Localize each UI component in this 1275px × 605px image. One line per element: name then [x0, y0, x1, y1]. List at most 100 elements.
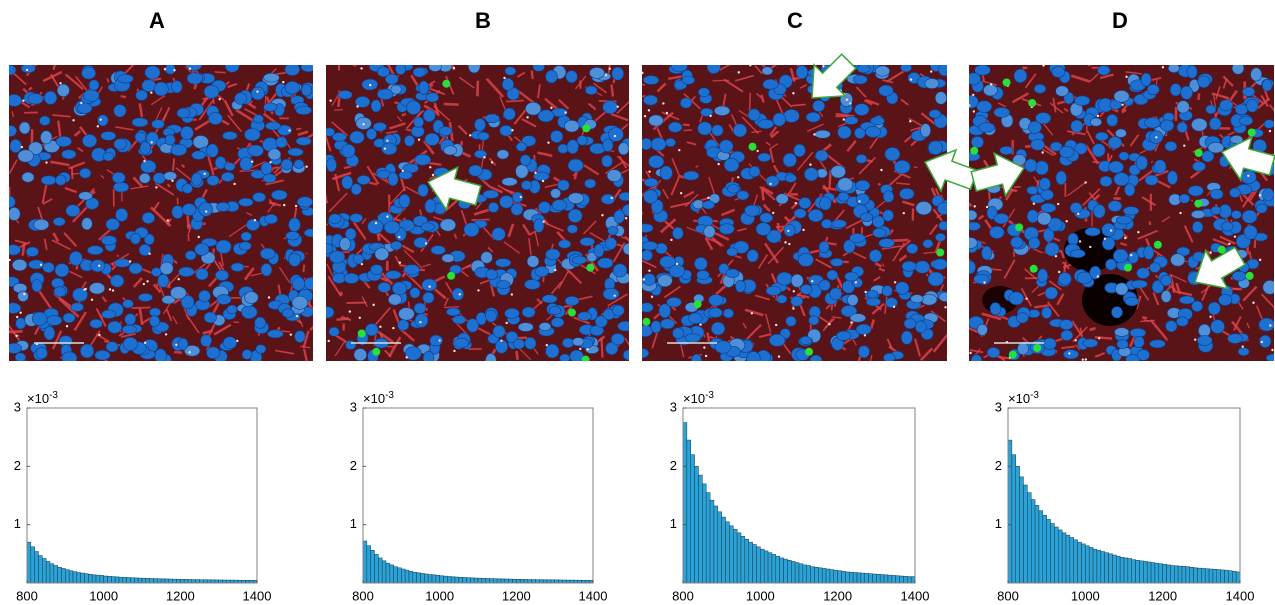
nucleus — [894, 159, 911, 174]
membrane — [70, 166, 74, 180]
speck — [519, 195, 523, 199]
speck — [610, 196, 613, 200]
micrograph — [642, 65, 947, 361]
membrane — [487, 246, 494, 253]
nucleus — [1198, 323, 1211, 338]
membrane — [607, 293, 628, 307]
nucleus — [885, 297, 898, 308]
bar — [1235, 571, 1241, 584]
nucleus — [88, 79, 100, 91]
nucleus — [178, 266, 195, 277]
nucleus — [285, 231, 300, 241]
membrane — [138, 308, 144, 326]
nucleus — [1107, 136, 1122, 150]
membrane — [997, 102, 1007, 108]
nucleus — [422, 351, 435, 361]
nucleus — [1231, 270, 1247, 282]
bar — [68, 570, 74, 584]
membrane — [891, 238, 909, 243]
membrane — [908, 117, 923, 127]
membrane — [161, 106, 171, 124]
gfp-cell — [586, 263, 595, 272]
nucleus — [1165, 320, 1178, 333]
bar — [1046, 519, 1051, 584]
nucleus — [113, 104, 127, 118]
histogram — [362, 540, 594, 584]
speck — [289, 333, 293, 336]
nucleus — [884, 147, 901, 162]
nucleus — [844, 271, 859, 282]
membrane — [624, 337, 629, 346]
speck — [468, 134, 472, 137]
nucleus — [512, 191, 524, 204]
bar — [61, 568, 66, 584]
speck — [787, 229, 790, 233]
nucleus — [1237, 347, 1250, 356]
nucleus — [492, 325, 506, 338]
nucleus — [1137, 349, 1150, 361]
nucleus — [395, 65, 407, 76]
membrane — [642, 83, 646, 86]
membrane — [770, 143, 779, 149]
nucleus — [181, 203, 197, 216]
speck — [218, 97, 221, 101]
membrane — [515, 350, 519, 360]
membrane — [1089, 327, 1096, 332]
nucleus — [895, 281, 910, 295]
bar — [30, 546, 35, 584]
nucleus — [736, 190, 750, 201]
nucleus — [263, 72, 280, 83]
arrow — [1220, 135, 1275, 182]
membrane — [51, 239, 71, 251]
bar — [740, 536, 746, 584]
nucleus — [983, 84, 998, 97]
nucleus — [33, 218, 50, 231]
speck — [737, 176, 740, 179]
bar — [366, 545, 371, 584]
nucleus — [826, 269, 839, 281]
x-tick-label: 1200 — [502, 588, 531, 603]
nucleus — [855, 154, 868, 164]
membrane — [213, 323, 232, 336]
membrane — [181, 163, 186, 169]
membrane — [1200, 285, 1211, 294]
bar — [180, 579, 185, 584]
membrane — [1074, 344, 1081, 351]
nucleus — [105, 218, 120, 231]
speck — [305, 165, 308, 168]
membrane — [522, 223, 531, 236]
membrane — [835, 112, 850, 117]
nucleus — [747, 108, 761, 121]
speck — [784, 241, 787, 244]
x-tick-label: 1200 — [823, 588, 852, 603]
nucleus — [1055, 170, 1067, 186]
membrane — [1212, 93, 1217, 108]
nucleus — [938, 220, 947, 231]
nucleus — [1210, 319, 1225, 334]
nucleus — [110, 274, 125, 288]
bar — [34, 551, 39, 584]
speck — [250, 160, 254, 163]
speck — [1057, 270, 1061, 274]
speck — [794, 202, 797, 205]
gfp-cell — [1245, 271, 1254, 280]
nucleus — [354, 96, 371, 108]
membrane — [756, 92, 763, 99]
nucleus — [1035, 112, 1052, 125]
nucleus — [1030, 138, 1045, 151]
nucleus — [100, 235, 117, 246]
nucleus — [969, 237, 978, 249]
membrane — [339, 291, 344, 296]
nucleus — [785, 315, 797, 327]
nucleus — [928, 109, 942, 119]
nucleus — [711, 321, 726, 336]
membrane — [663, 285, 681, 299]
nucleus — [326, 243, 334, 255]
x-tick-label: 800 — [997, 588, 1019, 603]
nucleus — [642, 302, 654, 313]
speck — [756, 149, 759, 153]
speck — [1025, 297, 1028, 300]
panel-title: A — [149, 8, 165, 33]
nucleus — [180, 294, 195, 310]
bar — [172, 578, 177, 584]
